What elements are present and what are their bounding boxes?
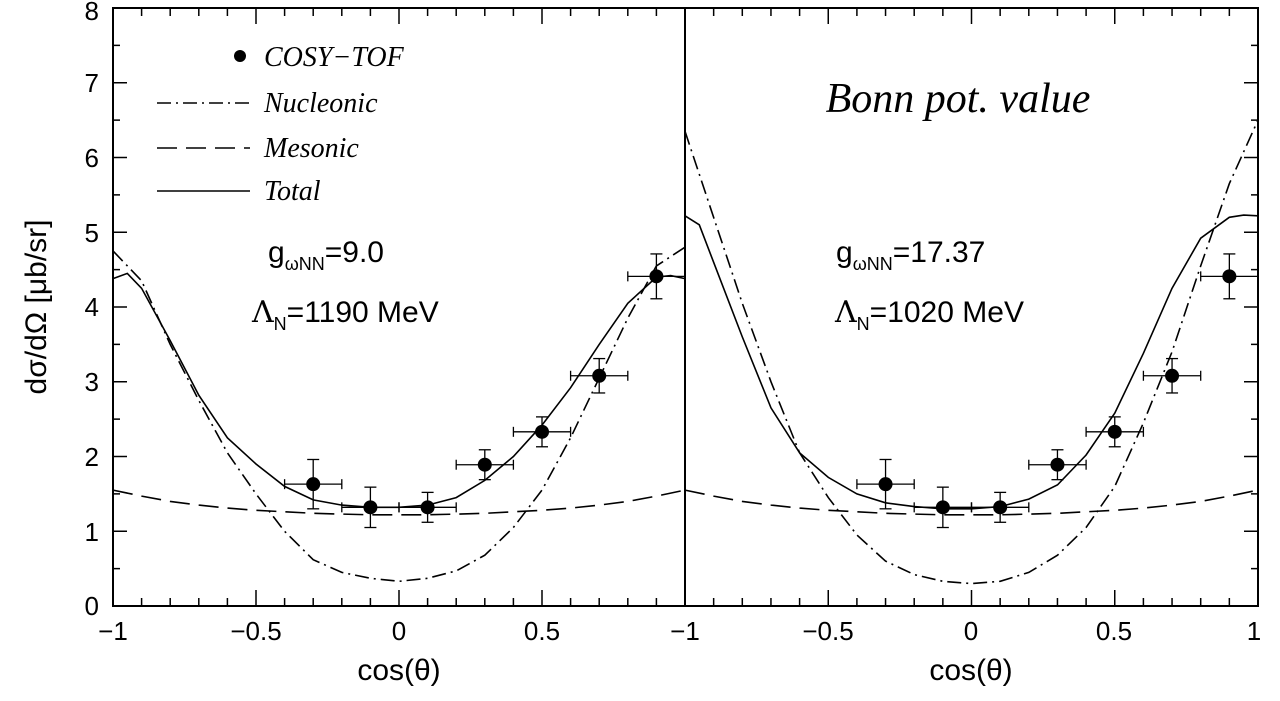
- y-tick-labels: 0 1 2 3 4 5 6 7 8: [85, 0, 99, 621]
- left-cutoff-value: =1190 MeV: [287, 296, 439, 329]
- left-coupling-param: gωNN=9.0: [268, 236, 384, 274]
- data-point-marker: [878, 477, 893, 492]
- data-point-marker: [535, 424, 549, 439]
- left-x-tick-label-m1: −1: [98, 616, 128, 646]
- y-tick-label-2: 2: [85, 442, 99, 472]
- right-nucleonic-line: [684, 119, 1259, 585]
- left-mesonic-line: [112, 489, 686, 516]
- left-x-tick-label-0: 0: [392, 616, 406, 646]
- y-tick-label-7: 7: [85, 68, 99, 98]
- right-coupling-value: =17.37: [893, 236, 986, 269]
- right-cosy-tof-point-5: [1142, 357, 1202, 394]
- data-point-marker: [1165, 368, 1180, 383]
- data-point-marker: [592, 368, 607, 383]
- right-x-axis-title: cos(θ): [929, 654, 1012, 687]
- right-cosy-tof-point-4: [1085, 416, 1145, 448]
- left-x-tick-label-m1-right: −1: [670, 616, 700, 646]
- legend: COSY−TOF Nucleonic Mesonic Total: [157, 42, 405, 207]
- right-cutoff-param: ΛN=1020 MeV: [834, 295, 1024, 334]
- left-cosy-tof-point-3: [455, 449, 515, 481]
- right-x-tick-label-1: 1: [1247, 616, 1261, 646]
- legend-label-nucleonic: Nucleonic: [263, 88, 378, 119]
- right-x-tick-label-05: 0.5: [1096, 616, 1132, 646]
- left-cosy-tof-point-0: [283, 458, 343, 510]
- left-total-line: [112, 272, 686, 509]
- y-axis-title: dσ/dΩ [μb/sr]: [20, 220, 53, 395]
- left-coupling-value: =9.0: [325, 236, 384, 269]
- left-x-tick-label-05: 0.5: [524, 616, 560, 646]
- right-x-tick-label-0: 0: [964, 616, 978, 646]
- data-point-marker: [1050, 457, 1065, 472]
- right-coupling-param: gωNN=17.37: [836, 236, 985, 274]
- data-point-marker: [1107, 424, 1122, 439]
- data-point-marker: [935, 500, 950, 515]
- right-cutoff-subscript: N: [857, 314, 870, 334]
- legend-label-total: Total: [264, 176, 321, 207]
- left-nucleonic-line: [112, 246, 686, 583]
- y-tick-label-6: 6: [85, 143, 99, 173]
- left-x-axis-title: cos(θ): [357, 654, 440, 687]
- right-x-tick-labels: −0.5 0 0.5 1: [802, 616, 1261, 646]
- left-cutoff-symbol: Λ: [251, 295, 274, 330]
- right-coupling-subscript: ωNN: [853, 254, 893, 274]
- right-panel-annotation: Bonn pot. value: [826, 76, 1091, 122]
- right-panel-series: [684, 119, 1259, 585]
- right-cutoff-symbol: Λ: [834, 295, 857, 330]
- data-point-marker: [1222, 269, 1237, 284]
- legend-label-cosy-tof: COSY−TOF: [264, 42, 405, 73]
- y-tick-label-1: 1: [85, 517, 99, 547]
- left-cutoff-subscript: N: [274, 314, 287, 334]
- left-cosy-tof-point-4: [512, 416, 572, 448]
- data-point-marker: [420, 500, 435, 515]
- right-cutoff-value: =1020 MeV: [870, 296, 1024, 329]
- left-cutoff-param: ΛN=1190 MeV: [251, 295, 439, 334]
- left-x-tick-label-m05: −0.5: [230, 616, 281, 646]
- y-tick-label-0: 0: [85, 591, 99, 621]
- legend-label-mesonic: Mesonic: [263, 133, 359, 164]
- data-point-marker: [306, 477, 321, 492]
- left-panel-series: [112, 246, 686, 583]
- y-tick-label-8: 8: [85, 0, 99, 26]
- right-cosy-tof-point-6: [1200, 253, 1259, 300]
- y-tick-label-4: 4: [85, 292, 99, 322]
- right-cosy-tof-point-0: [856, 458, 915, 510]
- left-x-tick-labels: −1 −0.5 0 0.5 −1: [98, 616, 700, 646]
- right-coupling-symbol: g: [836, 236, 853, 269]
- right-total-line: [684, 214, 1259, 510]
- data-point-marker: [477, 457, 492, 472]
- axis-ticks: [112, 7, 1259, 607]
- right-x-tick-label-m05: −0.5: [802, 616, 853, 646]
- y-tick-label-5: 5: [85, 218, 99, 248]
- left-coupling-subscript: ωNN: [285, 254, 325, 274]
- left-cosy-tof-point-5: [569, 357, 629, 394]
- left-coupling-symbol: g: [268, 236, 285, 269]
- legend-marker-cosy-tof: [234, 50, 246, 62]
- right-mesonic-line: [684, 489, 1259, 516]
- y-tick-label-3: 3: [85, 367, 99, 397]
